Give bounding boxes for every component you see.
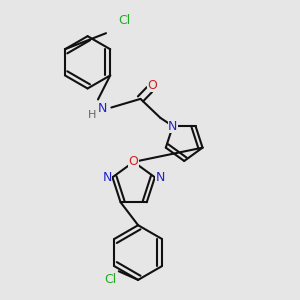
Text: Cl: Cl (105, 273, 117, 286)
Text: N: N (155, 171, 165, 184)
Text: H: H (88, 110, 96, 120)
Text: N: N (102, 171, 112, 184)
Text: H: H (88, 110, 96, 120)
Text: Cl: Cl (118, 14, 131, 27)
Text: N: N (98, 103, 107, 116)
Text: O: O (129, 155, 139, 168)
Text: N: N (98, 103, 107, 116)
Text: O: O (147, 79, 157, 92)
Text: N: N (168, 119, 178, 133)
